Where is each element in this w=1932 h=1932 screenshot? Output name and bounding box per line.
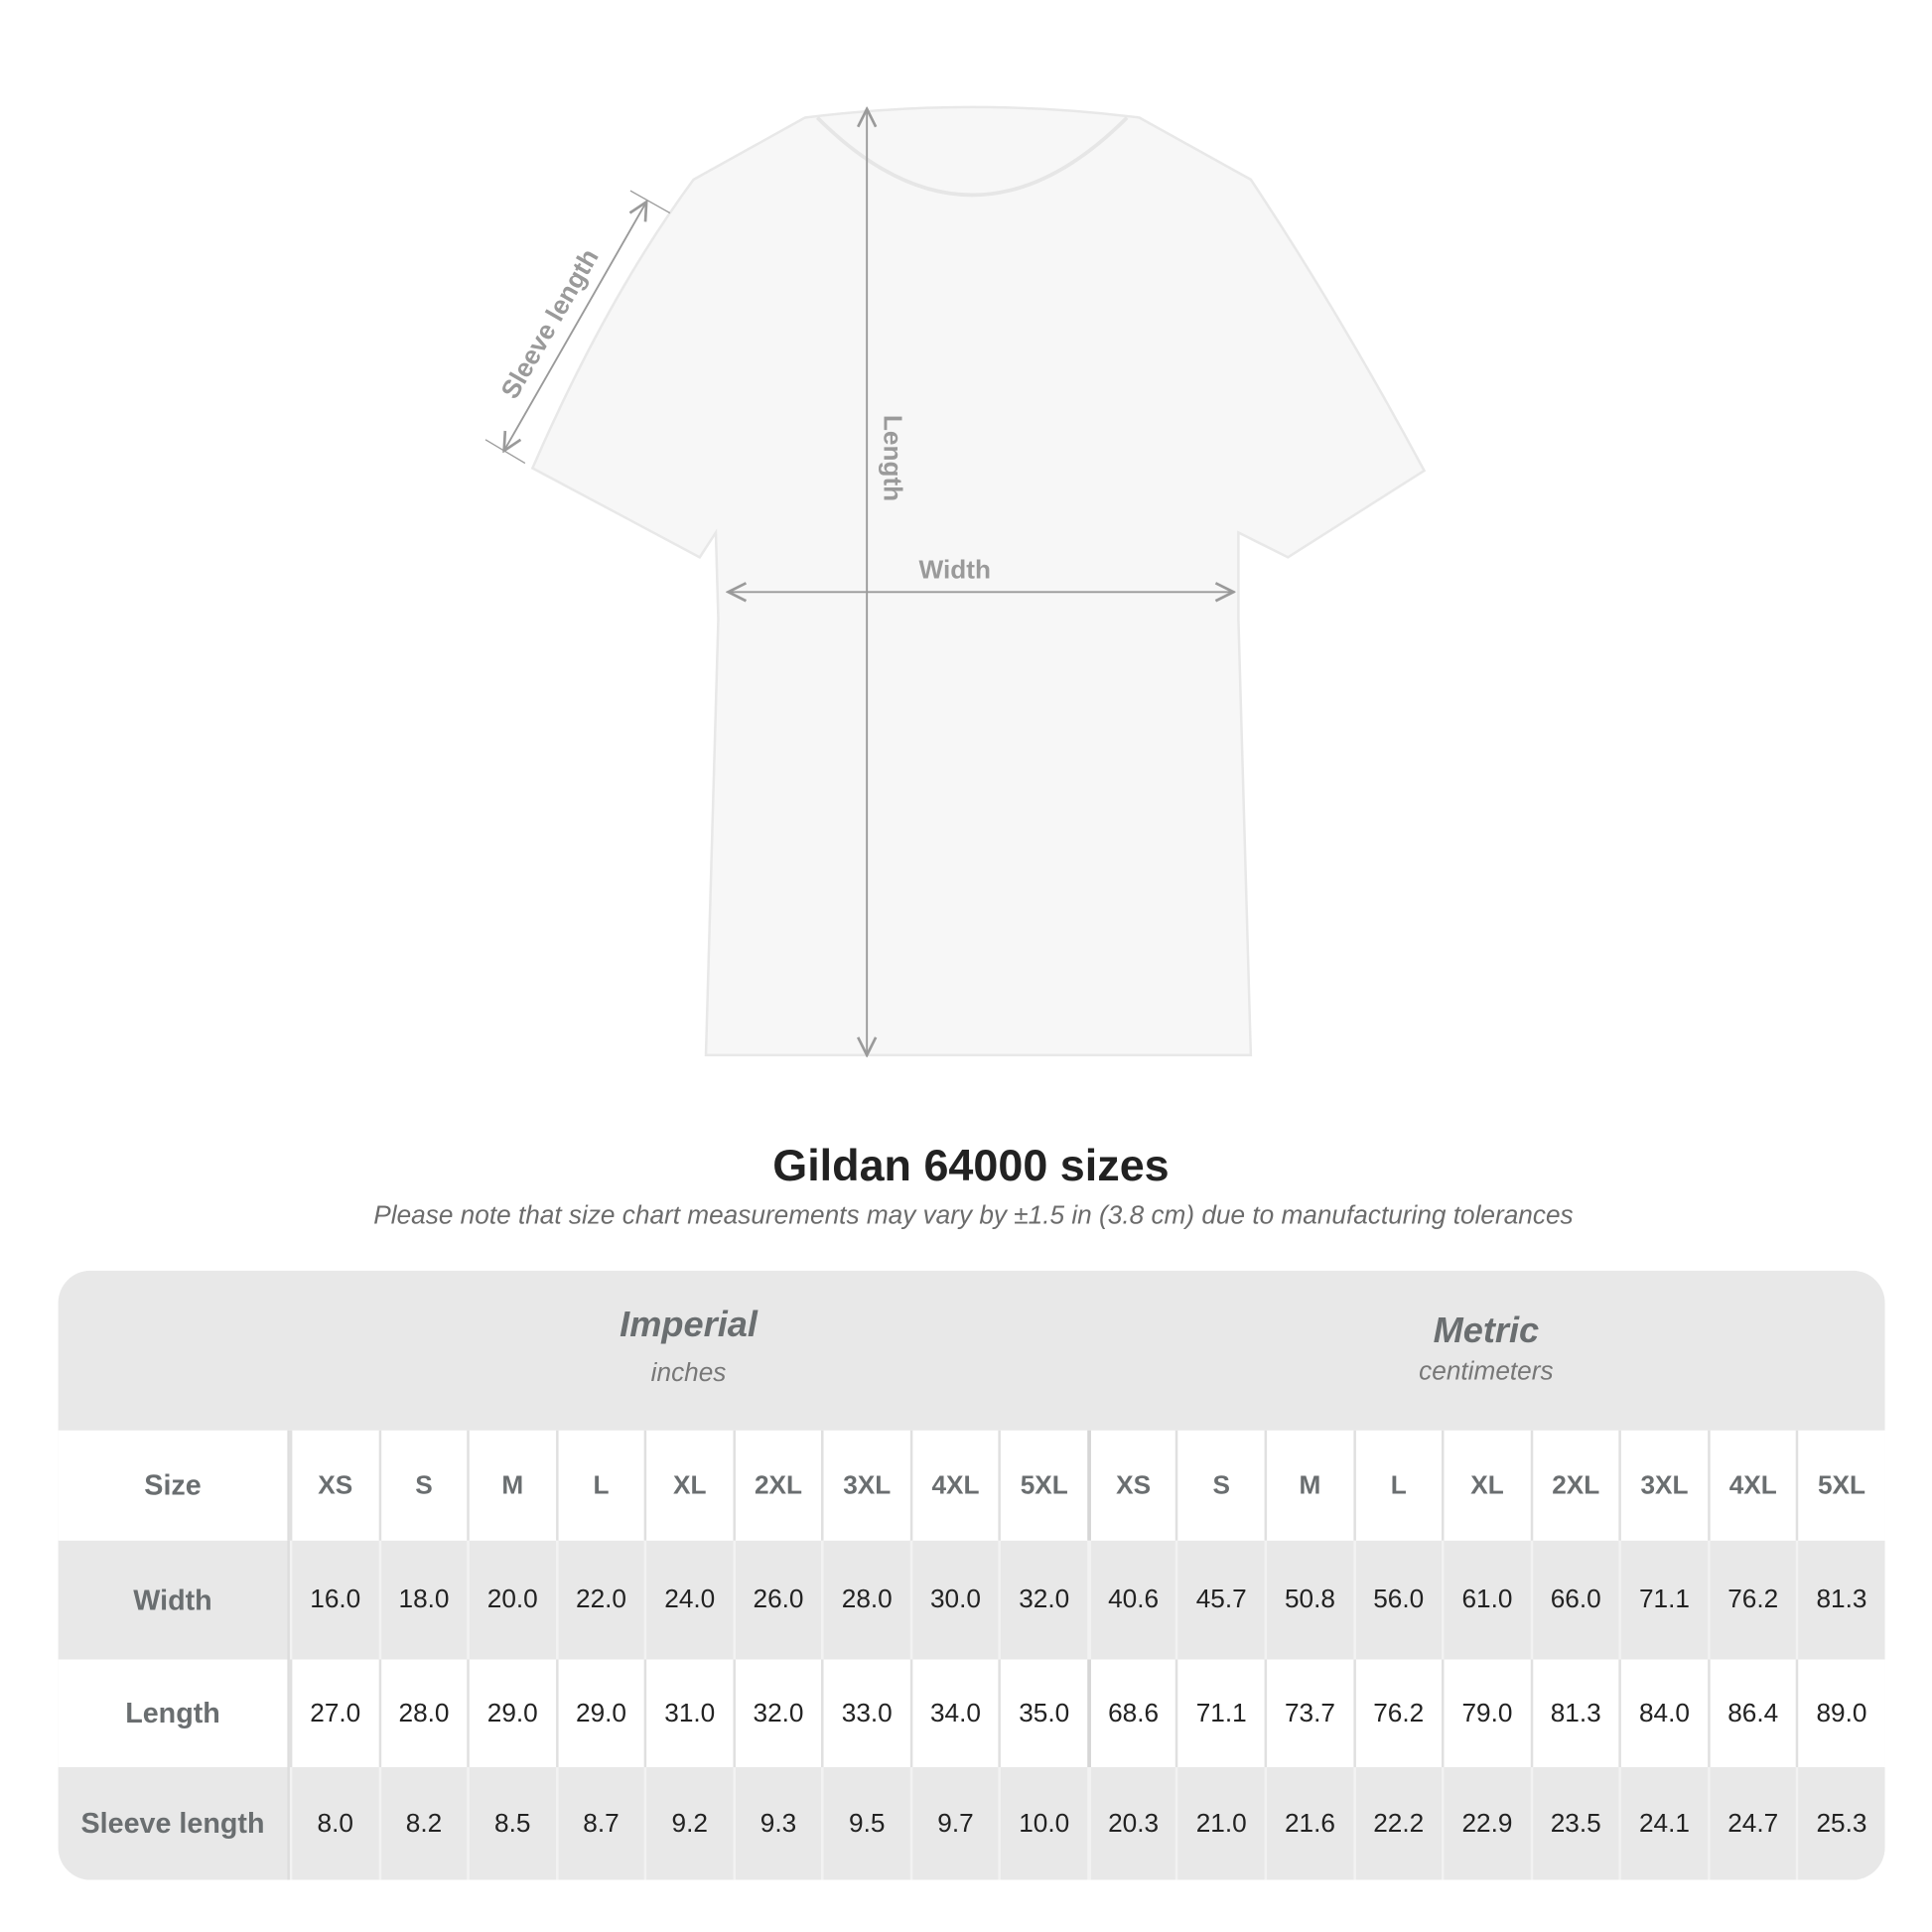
length-label: Length bbox=[879, 415, 908, 501]
tshirt-diagram: Width Length Sleeve length bbox=[484, 105, 1427, 1090]
row-label: Size bbox=[59, 1430, 290, 1541]
size-header-cell: 2XL bbox=[1530, 1430, 1618, 1541]
table-cell: 29.0 bbox=[555, 1659, 644, 1768]
size-header-cell: XL bbox=[1442, 1430, 1530, 1541]
size-header-cell: XS bbox=[289, 1430, 378, 1541]
table-cell: 61.0 bbox=[1442, 1540, 1530, 1660]
sleeve-tick bbox=[484, 439, 526, 465]
table-cell: 8.7 bbox=[555, 1767, 644, 1880]
table-cell: 29.0 bbox=[467, 1659, 555, 1768]
table-cell: 32.0 bbox=[998, 1540, 1087, 1660]
table-cell: 24.0 bbox=[643, 1540, 733, 1660]
table-cell: 25.3 bbox=[1796, 1767, 1884, 1880]
table-cell: 79.0 bbox=[1442, 1659, 1530, 1768]
table-cell: 9.3 bbox=[733, 1767, 821, 1880]
table-cell: 27.0 bbox=[289, 1659, 378, 1768]
page-title: Gildan 64000 sizes bbox=[772, 1139, 1170, 1190]
table-cell: 23.5 bbox=[1530, 1767, 1618, 1880]
size-header-cell: S bbox=[1175, 1430, 1264, 1541]
table-cell: 16.0 bbox=[289, 1540, 378, 1660]
table-cell: 66.0 bbox=[1530, 1540, 1618, 1660]
table-cell: 8.5 bbox=[467, 1767, 555, 1880]
table-cell: 22.9 bbox=[1442, 1767, 1530, 1880]
table-cell: 76.2 bbox=[1352, 1659, 1442, 1768]
table-cell: 45.7 bbox=[1175, 1540, 1264, 1660]
size-header-cell: S bbox=[378, 1430, 467, 1541]
table-cell: 20.0 bbox=[467, 1540, 555, 1660]
table-cell: 24.1 bbox=[1618, 1767, 1708, 1880]
imperial-title: Imperial bbox=[620, 1305, 758, 1345]
metric-header: Metric centimeters bbox=[1087, 1311, 1884, 1471]
size-header-cell: 5XL bbox=[998, 1430, 1087, 1541]
table-cell: 24.7 bbox=[1707, 1767, 1796, 1880]
size-table: Imperial inches Metric centimeters Size X… bbox=[58, 1270, 1885, 1880]
table-cell: 89.0 bbox=[1796, 1659, 1884, 1768]
table-cell: 73.7 bbox=[1264, 1659, 1353, 1768]
table-cell: 81.3 bbox=[1796, 1540, 1884, 1660]
table-cell: 68.6 bbox=[1087, 1659, 1175, 1768]
table-cell: 28.0 bbox=[378, 1659, 467, 1768]
table-cell: 9.7 bbox=[909, 1767, 999, 1880]
table-cell: 33.0 bbox=[821, 1659, 909, 1768]
table-cell: 50.8 bbox=[1264, 1540, 1353, 1660]
tolerance-note: Please note that size chart measurements… bbox=[373, 1200, 1574, 1230]
table-cell: 56.0 bbox=[1352, 1540, 1442, 1660]
table-cell: 10.0 bbox=[998, 1767, 1087, 1880]
table-cell: 22.2 bbox=[1352, 1767, 1442, 1880]
size-header-cell: M bbox=[1264, 1430, 1353, 1541]
size-header-cell: 5XL bbox=[1796, 1430, 1884, 1541]
size-header-cell: L bbox=[555, 1430, 644, 1541]
size-header-cell: XL bbox=[643, 1430, 733, 1541]
table-cell: 34.0 bbox=[909, 1659, 999, 1768]
table-cell: 21.6 bbox=[1264, 1767, 1353, 1880]
table-cell: 71.1 bbox=[1618, 1540, 1708, 1660]
size-header-cell: 3XL bbox=[1618, 1430, 1708, 1541]
metric-title: Metric bbox=[1433, 1311, 1540, 1351]
table-cell: 9.5 bbox=[821, 1767, 909, 1880]
table-cell: 26.0 bbox=[733, 1540, 821, 1660]
size-header-cell: 3XL bbox=[821, 1430, 909, 1541]
table-cell: 35.0 bbox=[998, 1659, 1087, 1768]
size-header-cell: 2XL bbox=[733, 1430, 821, 1541]
table-cell: 71.1 bbox=[1175, 1659, 1264, 1768]
table-row: Width 16.0 18.0 20.0 22.0 24.0 26.0 28.0 30.0 32.… bbox=[59, 1540, 1885, 1660]
row-label: Length bbox=[59, 1659, 290, 1768]
size-header-cell: 4XL bbox=[909, 1430, 999, 1541]
table-cell: 20.3 bbox=[1087, 1767, 1175, 1880]
sleeve-arrow bbox=[504, 202, 646, 451]
table-cell: 18.0 bbox=[378, 1540, 467, 1660]
size-header-row: Size XS S M L XL 2XL 3XL 4XL 5XL XS S M L XL 2XL 3XL 4XL 5… bbox=[58, 1430, 1885, 1541]
table-cell: 84.0 bbox=[1618, 1659, 1708, 1768]
row-label: Sleeve length bbox=[59, 1767, 290, 1880]
table-row: Sleeve length 8.0 8.2 8.5 8.7 9.2 9.3 9.5 9.7 10.… bbox=[59, 1767, 1885, 1880]
table-cell: 8.0 bbox=[289, 1767, 378, 1880]
width-label: Width bbox=[919, 555, 991, 585]
table-cell: 32.0 bbox=[733, 1659, 821, 1768]
table-cell: 76.2 bbox=[1707, 1540, 1796, 1660]
table-cell: 31.0 bbox=[643, 1659, 733, 1768]
size-header-cell: 4XL bbox=[1707, 1430, 1796, 1541]
table-row: Length 27.0 28.0 29.0 29.0 31.0 32.0 33.0 34.0 35… bbox=[58, 1659, 1885, 1768]
table-cell: 86.4 bbox=[1707, 1659, 1796, 1768]
table-cell: 21.0 bbox=[1175, 1767, 1264, 1880]
size-header-cell: M bbox=[467, 1430, 555, 1541]
imperial-unit: inches bbox=[650, 1358, 727, 1388]
sleeve-tick bbox=[629, 190, 671, 214]
size-header-cell: XS bbox=[1087, 1430, 1175, 1541]
table-cell: 28.0 bbox=[821, 1540, 909, 1660]
table-cell: 22.0 bbox=[555, 1540, 644, 1660]
metric-unit: centimeters bbox=[1419, 1357, 1554, 1386]
imperial-header: Imperial inches bbox=[290, 1306, 1087, 1465]
table-cell: 8.2 bbox=[378, 1767, 467, 1880]
table-cell: 81.3 bbox=[1530, 1659, 1618, 1768]
table-cell: 40.6 bbox=[1087, 1540, 1175, 1660]
row-label: Width bbox=[59, 1540, 290, 1660]
size-header-cell: L bbox=[1352, 1430, 1442, 1541]
table-cell: 30.0 bbox=[909, 1540, 999, 1660]
table-cell: 9.2 bbox=[643, 1767, 733, 1880]
